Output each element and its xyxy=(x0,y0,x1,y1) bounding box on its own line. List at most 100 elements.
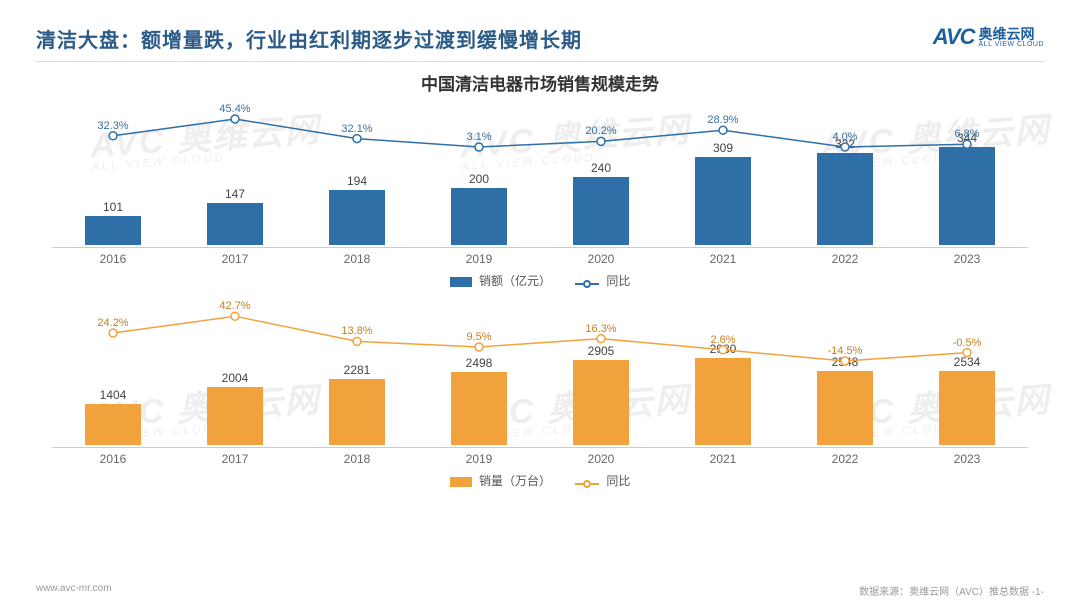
legend-line-label: 同比 xyxy=(606,274,630,288)
x-axis-label: 2017 xyxy=(174,247,296,266)
line-pct-label: -0.5% xyxy=(953,337,982,349)
header: 清洁大盘：额增量跌，行业由红利期逐步过渡到缓慢增长期 AVC 奥维云网 ALL … xyxy=(36,24,1044,62)
line-pct-label: 32.1% xyxy=(341,123,372,135)
x-axis-label: 2018 xyxy=(296,247,418,266)
legend-bar-label: 销额（亿元） xyxy=(479,274,551,288)
line-pct-label: -14.5% xyxy=(828,345,863,357)
bar-value-label: 2281 xyxy=(344,363,371,377)
chart-column: 2498 xyxy=(418,372,540,445)
x-axis-label: 2022 xyxy=(784,247,906,266)
bar-value-label: 2004 xyxy=(222,371,249,385)
bar: 309 xyxy=(695,157,751,245)
bar: 2498 xyxy=(451,372,507,445)
chart-column: 344 xyxy=(906,147,1028,245)
line-pct-label: 13.8% xyxy=(341,325,372,337)
line-pct-label: 2.6% xyxy=(710,334,735,346)
legend-bar-label: 销量（万台） xyxy=(479,474,551,488)
chart-column: 194 xyxy=(296,190,418,245)
bar: 2905 xyxy=(573,360,629,445)
top-xaxis: 20162017201820192020202120222023 xyxy=(42,247,1038,266)
chart-column: 101 xyxy=(52,216,174,245)
x-axis-label: 2023 xyxy=(906,447,1028,466)
chart-column: 2281 xyxy=(296,379,418,445)
chart-column: 147 xyxy=(174,203,296,245)
bottom-chart: 1404200422812498290529802548253424.2%42.… xyxy=(42,305,1038,505)
x-axis-label: 2021 xyxy=(662,447,784,466)
bar: 2980 xyxy=(695,358,751,445)
bottom-xaxis: 20162017201820192020202120222023 xyxy=(42,447,1038,466)
footer: www.avc-mr.com 数据来源：奥维云网（AVC）推总数据 -1- xyxy=(36,583,1044,598)
line-pct-label: 9.5% xyxy=(466,331,491,343)
chart-column: 2980 xyxy=(662,358,784,445)
chart-column: 322 xyxy=(784,153,906,245)
x-axis-label: 2020 xyxy=(540,447,662,466)
bar-value-label: 2498 xyxy=(466,356,493,370)
top-plot: 101 147 194 200 240 309 322 344 32.3% 45.4% 32.1% 3… xyxy=(42,105,1038,245)
x-axis-label: 2019 xyxy=(418,447,540,466)
footer-right: 数据来源：奥维云网（AVC）推总数据 -1- xyxy=(859,583,1044,598)
line-pct-label: 28.9% xyxy=(707,114,738,126)
bar-value-label: 200 xyxy=(469,172,489,186)
bar: 1404 xyxy=(85,404,141,445)
x-axis-label: 2018 xyxy=(296,447,418,466)
bar: 200 xyxy=(451,188,507,245)
line-pct-label: 45.4% xyxy=(219,103,250,115)
bar-value-label: 2905 xyxy=(588,344,615,358)
bar: 101 xyxy=(85,216,141,245)
line-pct-label: 3.1% xyxy=(466,131,491,143)
chart-column: 240 xyxy=(540,177,662,245)
line-pct-label: 6.8% xyxy=(954,128,979,140)
bar: 2281 xyxy=(329,379,385,445)
bar: 147 xyxy=(207,203,263,245)
line-pct-label: 32.3% xyxy=(97,120,128,132)
chart-column: 2004 xyxy=(174,387,296,445)
top-legend: 销额（亿元） 同比 xyxy=(42,272,1038,289)
chart-column: 309 xyxy=(662,157,784,245)
bar: 2004 xyxy=(207,387,263,445)
legend-line: 同比 xyxy=(575,472,630,489)
bottom-legend: 销量（万台） 同比 xyxy=(42,472,1038,489)
bar-value-label: 2534 xyxy=(954,355,981,369)
bar: 240 xyxy=(573,177,629,245)
x-axis-label: 2016 xyxy=(52,447,174,466)
legend-line: 同比 xyxy=(575,272,630,289)
x-axis-label: 2019 xyxy=(418,247,540,266)
bar: 344 xyxy=(939,147,995,245)
line-pct-label: 20.2% xyxy=(585,125,616,137)
page-title: 清洁大盘：额增量跌，行业由红利期逐步过渡到缓慢增长期 xyxy=(36,24,582,53)
slide: AVC 奥维云网ALL VIEW CLOUD AVC 奥维云网ALL VIEW … xyxy=(0,0,1080,608)
bar: 2548 xyxy=(817,371,873,445)
x-axis-label: 2023 xyxy=(906,247,1028,266)
bar: 322 xyxy=(817,153,873,245)
bar-value-label: 240 xyxy=(591,161,611,175)
footer-left: www.avc-mr.com xyxy=(36,583,112,598)
logo-mark-icon: AVC xyxy=(933,24,975,50)
logo-cn: 奥维云网 xyxy=(979,27,1044,41)
legend-bar: 销量（万台） xyxy=(450,472,551,489)
chart-column: 200 xyxy=(418,188,540,245)
x-axis-label: 2022 xyxy=(784,447,906,466)
bar-value-label: 309 xyxy=(713,141,733,155)
chart-column: 2534 xyxy=(906,371,1028,445)
chart-title: 中国清洁电器市场销售规模走势 xyxy=(36,70,1044,95)
logo-en: ALL VIEW CLOUD xyxy=(979,41,1044,48)
line-pct-label: 4.0% xyxy=(832,131,857,143)
legend-line-icon xyxy=(575,280,599,288)
bar-value-label: 194 xyxy=(347,174,367,188)
x-axis-label: 2016 xyxy=(52,247,174,266)
bar-value-label: 101 xyxy=(103,200,123,214)
bar: 194 xyxy=(329,190,385,245)
bar-value-label: 147 xyxy=(225,187,245,201)
bottom-plot: 1404200422812498290529802548253424.2%42.… xyxy=(42,305,1038,445)
line-pct-label: 42.7% xyxy=(219,300,250,312)
legend-bar: 销额（亿元） xyxy=(450,272,551,289)
line-pct-label: 16.3% xyxy=(585,323,616,335)
chart-column: 1404 xyxy=(52,404,174,445)
chart-column: 2905 xyxy=(540,360,662,445)
legend-swatch-icon xyxy=(450,277,472,287)
legend-line-label: 同比 xyxy=(606,474,630,488)
chart-column: 2548 xyxy=(784,371,906,445)
bar-value-label: 1404 xyxy=(100,388,127,402)
x-axis-label: 2017 xyxy=(174,447,296,466)
bar: 2534 xyxy=(939,371,995,445)
